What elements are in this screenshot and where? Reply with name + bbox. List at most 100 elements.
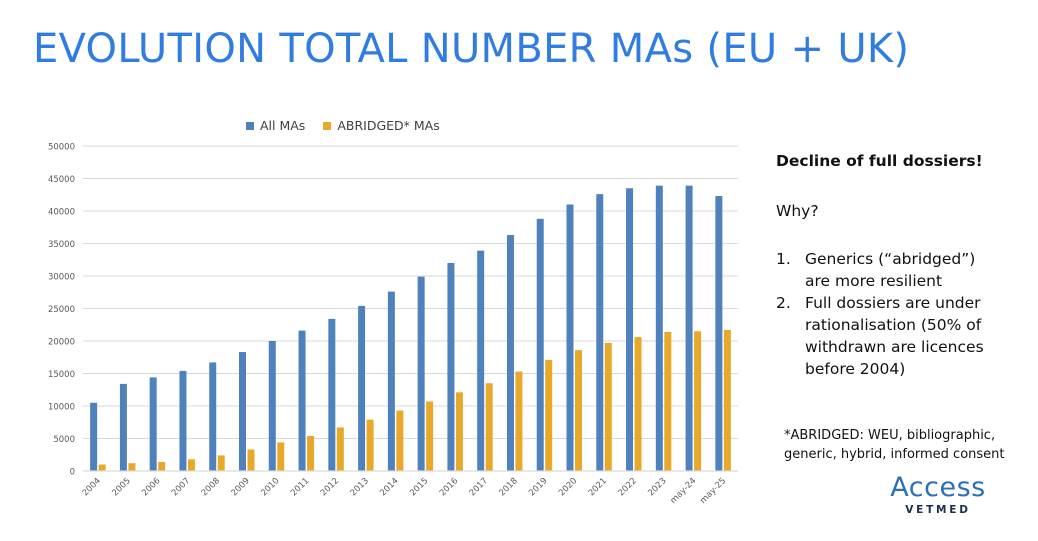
bar-all-mas xyxy=(179,370,187,471)
bar-abridged-mas xyxy=(158,461,166,471)
bar-abridged-mas xyxy=(336,427,344,471)
bar-all-mas xyxy=(149,377,157,471)
bar-abridged-mas xyxy=(128,463,136,471)
bar-all-mas xyxy=(239,352,246,471)
x-tick-label: 2007 xyxy=(170,476,192,498)
bar-abridged-mas xyxy=(247,449,255,471)
bar-all-mas xyxy=(119,383,127,471)
bar-all-mas xyxy=(715,196,723,472)
y-tick-label: 5000 xyxy=(53,435,75,445)
bar-chart: 0 5000 10000 15000 20000 25000 30000 35000 40000… xyxy=(48,143,738,506)
bar-all-mas xyxy=(298,330,306,471)
legend-swatch-all-mas xyxy=(246,121,254,130)
bar-abridged-mas xyxy=(485,383,493,471)
x-tick-label: 2015 xyxy=(408,476,430,498)
chart-legend: All MAs ABRIDGED* MAs xyxy=(246,118,458,133)
y-tick-label: 25000 xyxy=(48,305,75,315)
legend-item-abridged-mas: ABRIDGED* MAs xyxy=(323,118,440,133)
x-tick-label: may-24 xyxy=(669,476,699,506)
bar-abridged-mas xyxy=(723,329,731,471)
y-tick-label: 35000 xyxy=(48,240,75,250)
reason-number: 2. xyxy=(776,294,791,312)
y-tick-label: 50000 xyxy=(48,143,75,153)
bar-all-mas xyxy=(506,235,514,471)
y-tick-label: 10000 xyxy=(48,403,75,413)
bar-abridged-mas xyxy=(277,442,285,471)
bar-all-mas xyxy=(387,291,395,471)
x-tick-label: 2017 xyxy=(468,476,490,498)
reason-text: Full dossiers are under rationalisation … xyxy=(805,294,984,378)
x-tick-label: 2021 xyxy=(587,476,609,498)
access-vetmed-logo: Access VETMED xyxy=(878,473,998,517)
bar-all-mas xyxy=(417,276,425,471)
x-tick-label: 2022 xyxy=(617,476,639,498)
bar-all-mas xyxy=(536,218,544,471)
bar-abridged-mas xyxy=(575,350,582,471)
x-tick-label: 2009 xyxy=(229,476,251,498)
x-tick-label: 2008 xyxy=(200,476,222,498)
y-tick-label: 0 xyxy=(70,468,75,478)
reason-number: 1. xyxy=(776,250,791,268)
x-tick-label: 2023 xyxy=(646,476,668,498)
bar-abridged-mas xyxy=(366,419,374,471)
bar-abridged-mas xyxy=(634,337,642,471)
bar-abridged-mas xyxy=(664,331,672,471)
reason-item: 1. Generics (“abridged”) are more resili… xyxy=(776,248,1026,292)
legend-swatch-abridged-mas xyxy=(323,121,332,130)
x-tick-label: 2019 xyxy=(527,476,549,498)
reasons-list: 1. Generics (“abridged”) are more resili… xyxy=(776,248,1026,380)
legend-label-all-mas: All MAs xyxy=(260,118,306,133)
bar-all-mas xyxy=(596,194,604,471)
x-tick-label: 2004 xyxy=(81,476,103,498)
bar-all-mas xyxy=(90,402,98,471)
side-question: Why? xyxy=(776,202,819,220)
bar-abridged-mas xyxy=(455,392,463,471)
x-tick-label: 2010 xyxy=(259,476,281,498)
x-tick-label: 2012 xyxy=(319,476,341,498)
bar-all-mas xyxy=(685,185,693,471)
bar-abridged-mas xyxy=(426,401,434,471)
footnote-line-1: *ABRIDGED: WEU, bibliographic, xyxy=(784,428,996,443)
logo-sub-text: VETMED xyxy=(905,504,971,516)
bar-all-mas xyxy=(328,318,336,471)
bar-abridged-mas xyxy=(604,342,612,471)
side-panel: Decline of full dossiers! Why? 1. Generi… xyxy=(776,150,1026,380)
x-tick-label: 2011 xyxy=(289,476,311,498)
bar-all-mas xyxy=(358,305,366,471)
bar-abridged-mas xyxy=(515,371,523,471)
slide-title: EVOLUTION TOTAL NUMBER MAs (EU + UK) xyxy=(33,26,910,72)
y-tick-label: 40000 xyxy=(48,208,75,218)
bar-abridged-mas xyxy=(307,435,315,471)
bar-abridged-mas xyxy=(545,359,553,471)
x-tick-label: 2018 xyxy=(497,476,519,498)
bar-abridged-mas xyxy=(187,459,195,471)
x-tick-label: 2016 xyxy=(438,476,460,498)
legend-label-abridged-mas: ABRIDGED* MAs xyxy=(337,118,440,133)
y-tick-label: 30000 xyxy=(48,273,75,283)
x-tick-label: 2013 xyxy=(349,476,371,498)
y-tick-label: 15000 xyxy=(48,370,75,380)
x-tick-label: 2020 xyxy=(557,476,579,498)
bar-abridged-mas xyxy=(98,464,106,471)
bar-abridged-mas xyxy=(396,410,404,471)
logo-brand-text: Access xyxy=(890,472,986,503)
bar-all-mas xyxy=(268,341,276,471)
x-tick-label: 2005 xyxy=(110,476,132,498)
y-tick-label: 20000 xyxy=(48,338,75,348)
bar-abridged-mas xyxy=(217,455,225,471)
reason-item: 2. Full dossiers are under rationalisati… xyxy=(776,292,1026,380)
x-tick-label: 2006 xyxy=(140,476,162,498)
reason-text: Generics (“abridged”) are more resilient xyxy=(805,250,976,290)
abridged-footnote: *ABRIDGED: WEU, bibliographic, generic, … xyxy=(784,426,1005,464)
legend-item-all-mas: All MAs xyxy=(246,118,305,133)
x-tick-label: 2014 xyxy=(378,476,400,498)
bar-all-mas xyxy=(447,263,455,471)
x-tick-label: may-25 xyxy=(698,476,728,506)
bar-all-mas xyxy=(477,250,485,471)
bar-all-mas xyxy=(655,185,663,471)
bar-abridged-mas xyxy=(694,331,702,471)
bar-all-mas xyxy=(626,188,634,471)
footnote-line-2: generic, hybrid, informed consent xyxy=(784,447,1005,462)
side-heading: Decline of full dossiers! xyxy=(776,152,983,170)
bar-all-mas xyxy=(209,362,217,471)
